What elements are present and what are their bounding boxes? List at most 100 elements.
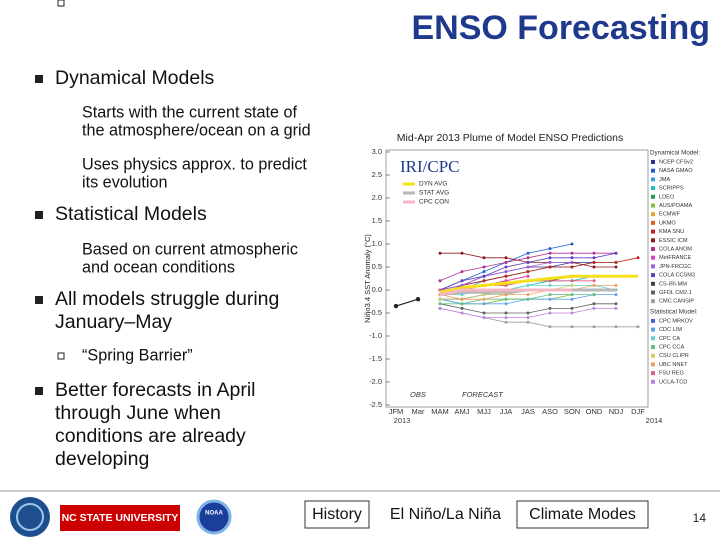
model-line-marker xyxy=(548,297,552,301)
model-line-marker xyxy=(526,297,530,301)
y-tick-label: -2.0 xyxy=(369,377,382,386)
model-line-marker xyxy=(482,293,486,297)
legend-swatch xyxy=(651,229,655,234)
model-line-marker xyxy=(460,311,464,315)
model-line-marker xyxy=(504,302,508,306)
legend-label: AUS/POAMA xyxy=(659,203,693,209)
x-tick-label: JFM xyxy=(389,407,404,416)
x-tick-label: Mar xyxy=(412,407,425,416)
legend-swatch xyxy=(651,362,655,367)
model-line-marker xyxy=(548,283,552,287)
year-label: 2014 xyxy=(646,416,663,425)
nav-button[interactable] xyxy=(377,501,514,528)
bullet-marker xyxy=(35,75,43,83)
legend-swatch xyxy=(651,247,655,251)
x-tick-label: OND xyxy=(586,407,603,416)
model-line-marker xyxy=(504,265,508,269)
model-line-marker xyxy=(570,260,574,264)
bullet-marker xyxy=(35,296,43,304)
legend-swatch xyxy=(651,299,655,304)
legend-label: MetFRANCE xyxy=(659,255,692,261)
model-line-marker xyxy=(460,302,464,306)
legend-label: DYN AVG xyxy=(419,181,447,188)
legend-swatch xyxy=(651,186,655,191)
model-line-marker xyxy=(636,256,640,260)
y-tick-label: 1.0 xyxy=(372,239,382,248)
model-line-marker xyxy=(592,293,596,297)
legend-label: CS-IRI-MM xyxy=(659,281,687,287)
ncsu-logo-text: NC STATE UNIVERSITY xyxy=(62,512,179,524)
model-line-marker xyxy=(592,279,596,283)
y-tick-label: 2.0 xyxy=(372,193,382,202)
model-line-marker xyxy=(504,320,508,324)
legend-label: FSU REG xyxy=(659,371,684,377)
model-line-marker xyxy=(526,316,530,320)
nav-label[interactable]: History xyxy=(312,506,362,523)
model-line-marker xyxy=(438,302,442,306)
model-line-marker xyxy=(526,293,530,297)
cics-logo xyxy=(10,497,50,537)
x-tick-label: MJJ xyxy=(477,407,491,416)
model-line-marker xyxy=(504,293,508,297)
model-line-marker xyxy=(504,256,508,260)
nav-button[interactable] xyxy=(516,500,649,529)
nav-button[interactable] xyxy=(304,500,370,529)
x-tick-label: MAM xyxy=(431,407,449,416)
model-line-marker xyxy=(482,302,486,306)
obs-line-marker xyxy=(393,303,399,309)
chart-title: Mid-Apr 2013 Plume of Model ENSO Predict… xyxy=(397,132,623,144)
model-line-marker xyxy=(526,274,530,278)
legend-label: CDC LIM xyxy=(659,327,682,333)
model-line-marker xyxy=(570,311,574,315)
legend-swatch xyxy=(651,177,655,182)
model-line-marker xyxy=(460,251,464,255)
legend-title: Statistical Model: xyxy=(650,309,698,316)
model-line-marker xyxy=(526,270,530,274)
y-tick-label: 3.0 xyxy=(372,147,382,156)
model-line-marker xyxy=(570,293,574,297)
legend-swatch xyxy=(651,345,655,349)
logo-text: IRI/CPC xyxy=(400,157,460,176)
model-line-marker xyxy=(570,251,574,255)
legend-swatch xyxy=(651,160,655,164)
sub-bullet-text: its evolution xyxy=(82,173,167,191)
legend-swatch xyxy=(651,336,655,341)
bullet-marker xyxy=(35,387,43,395)
legend-swatch xyxy=(651,168,655,173)
model-line-marker xyxy=(460,297,464,301)
x-tick-label: JAS xyxy=(521,407,535,416)
model-line-marker xyxy=(614,251,618,255)
sub-bullet-text: the atmosphere/ocean on a grid xyxy=(82,121,311,139)
model-line-marker xyxy=(548,306,552,310)
legend-label: CPC CA xyxy=(659,336,680,342)
bullet-text: through June when xyxy=(55,402,221,424)
model-line-marker xyxy=(592,306,596,310)
nav-label[interactable]: El Niño/La Niña xyxy=(390,506,501,523)
sub-bullet-text: “Spring Barrier” xyxy=(82,346,193,364)
model-line-marker xyxy=(548,251,552,255)
legend-swatch xyxy=(651,273,655,278)
page-number: 14 xyxy=(693,511,707,525)
legend-swatch xyxy=(651,264,655,269)
model-line-marker xyxy=(614,260,618,264)
nav-label[interactable]: Climate Modes xyxy=(529,506,636,523)
model-line-marker xyxy=(614,265,618,269)
legend-swatch xyxy=(651,255,655,260)
legend-label: NASA GMAO xyxy=(659,168,693,174)
model-line-marker xyxy=(614,283,618,287)
model-line-marker xyxy=(438,306,442,310)
legend-label: KMA SNU xyxy=(659,229,684,235)
legend-swatch xyxy=(651,371,655,376)
model-line-marker xyxy=(592,251,596,255)
legend-label: SCRIPPS xyxy=(659,186,684,192)
x-tick-label: ASO xyxy=(542,407,558,416)
legend-label: CPC CON xyxy=(419,199,449,206)
legend-swatch xyxy=(651,220,655,225)
legend-label: UKMO xyxy=(659,220,676,226)
sub-bullet-marker xyxy=(57,0,65,7)
model-line-marker xyxy=(570,306,574,310)
legend-label: COLA CCSM3 xyxy=(659,273,695,279)
y-axis-label: Niño3.4 SST Anomaly (°C) xyxy=(363,234,372,323)
legend-swatch xyxy=(651,212,655,217)
model-line-marker xyxy=(504,316,508,320)
